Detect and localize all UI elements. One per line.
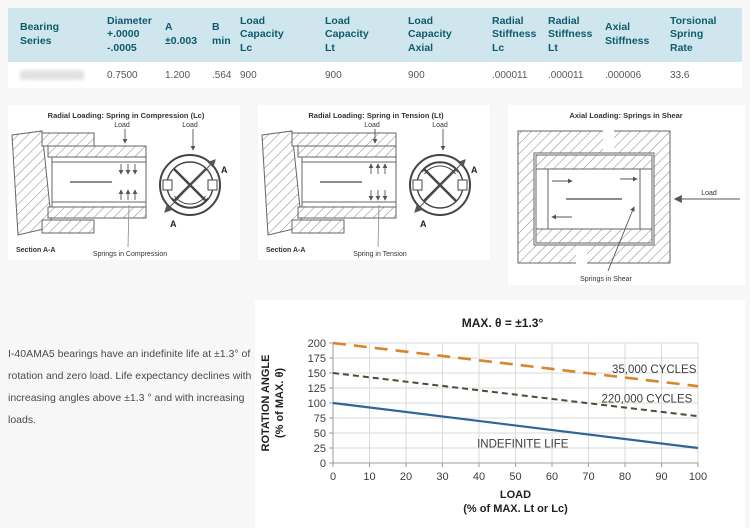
y-tick-label: 25 <box>314 443 326 455</box>
x-tick-label: 40 <box>473 471 485 483</box>
table-header-cell: Bearing Series <box>8 8 95 62</box>
y-tick-label: 100 <box>308 398 326 410</box>
x-tick-label: 30 <box>436 471 448 483</box>
x-axis-label: LOAD <box>500 489 531 501</box>
caption-leader <box>607 206 635 272</box>
section-label: Section A-A <box>266 247 305 254</box>
section-marker-a: A <box>420 219 427 229</box>
diagram-title: Radial Loading: Spring in Compression (L… <box>48 111 205 120</box>
diagram-shear: Axial Loading: Springs in Shear <box>508 105 745 285</box>
x-axis-sublabel: (% of MAX. Lt or Lc) <box>463 503 568 515</box>
y-axis-label: ROTATION ANGLE <box>260 355 272 452</box>
table-header-cell: Load Capacity Lc <box>228 8 313 62</box>
caption-leader <box>127 204 130 248</box>
table-header-cell: Load Capacity Lt <box>313 8 396 62</box>
table-cell: 1.200 <box>153 62 200 88</box>
series-label: 220,000 CYCLES <box>602 393 693 405</box>
x-tick-label: 20 <box>400 471 412 483</box>
cross-section-view <box>261 130 397 236</box>
x-tick-label: 80 <box>619 471 631 483</box>
series-line <box>332 372 699 418</box>
table-header-cell: Torsional Spring Rate <box>658 8 742 62</box>
spec-table: Bearing Series Diameter +.0000 -.0005 A … <box>8 8 742 88</box>
bearing-series-value-redacted <box>20 70 84 80</box>
table-header-cell: A ±0.003 <box>153 8 200 62</box>
series-label: 35,000 CYCLES <box>612 364 697 376</box>
x-tick-label: 0 <box>330 471 336 483</box>
load-label: Load <box>114 122 130 129</box>
cross-section-view <box>11 130 147 236</box>
y-tick-label: 0 <box>320 458 326 470</box>
table-header-cell: Load Capacity Axial <box>396 8 480 62</box>
load-annotation-right: Load <box>432 122 448 151</box>
table-header-cell: Diameter +.0000 -.0005 <box>95 8 153 62</box>
y-tick-label: 175 <box>308 353 326 365</box>
diagram-compression: Radial Loading: Spring in Compression (L… <box>8 105 240 260</box>
rotation-angle-vs-load-chart: 0 25 50 75 100 125 150 175 200 0 10 20 30 40 50 60 70 80 9… <box>260 316 707 515</box>
load-annotation-left: Load <box>364 122 380 144</box>
y-axis-sublabel: (% of MAX. θ) <box>274 368 286 438</box>
table-cell: 0.7500 <box>95 62 153 88</box>
diagram-title: Radial Loading: Spring in Tension (Lt) <box>308 111 444 120</box>
table-cell: 900 <box>313 62 396 88</box>
chart-card: 0 25 50 75 100 125 150 175 200 0 10 20 30 40 50 60 70 80 9… <box>255 300 745 528</box>
y-tick-label: 50 <box>314 428 326 440</box>
table-cell: 900 <box>396 62 480 88</box>
x-tick-label: 60 <box>546 471 558 483</box>
series-line <box>332 341 699 388</box>
section-marker-a: A <box>221 165 228 175</box>
x-tick-label: 10 <box>363 471 375 483</box>
tension-spring-arrows <box>368 163 388 201</box>
y-tick-label: 125 <box>308 383 326 395</box>
table-cell: .000006 <box>593 62 658 88</box>
table-header-cell: Radial Stiffness Lt <box>536 8 593 62</box>
x-tick-label: 90 <box>655 471 667 483</box>
table-cell: .000011 <box>536 62 593 88</box>
y-tick-label: 150 <box>308 368 326 380</box>
caption: Spring in Tension <box>353 251 407 258</box>
table-cell: 900 <box>228 62 313 88</box>
section-marker-a: A <box>170 219 177 229</box>
table-cell: 33.6 <box>658 62 742 88</box>
x-tick-label: 50 <box>509 471 521 483</box>
y-tick-label: 200 <box>308 338 326 350</box>
load-label: Load <box>432 122 448 129</box>
compression-spring-arrows <box>118 164 138 200</box>
y-tick-label: 75 <box>314 413 326 425</box>
table-header-cell: Axial Stiffness <box>593 8 658 62</box>
load-annotation-left: Load <box>114 122 130 144</box>
diagram-tension: Radial Loading: Spring in Tension (Lt) <box>258 105 490 260</box>
load-annotation-right: Load <box>182 122 198 151</box>
caption: Springs in Compression <box>93 251 167 258</box>
table-header-cell: B min <box>200 8 231 62</box>
table-cell: .000011 <box>480 62 536 88</box>
cross-section-view <box>517 130 671 264</box>
series-label: INDEFINITE LIFE <box>477 438 569 450</box>
table-header-row: Bearing Series Diameter +.0000 -.0005 A … <box>8 8 742 62</box>
load-label: Load <box>701 190 717 197</box>
section-line: A A <box>164 159 228 229</box>
load-label: Load <box>182 122 198 129</box>
caption-leader <box>377 204 380 248</box>
table-cell: .564 <box>200 62 231 88</box>
x-tick-label: 70 <box>582 471 594 483</box>
x-tick-label: 100 <box>689 471 707 483</box>
section-label: Section A-A <box>16 247 55 254</box>
table-row: 0.7500 1.200 .564 900 900 900 .000011 .0… <box>8 62 742 88</box>
section-marker-a: A <box>471 165 478 175</box>
load-annotation: Load <box>673 190 740 203</box>
diagram-row: Radial Loading: Spring in Compression (L… <box>8 105 745 285</box>
diagram-title: Axial Loading: Springs in Shear <box>569 111 682 120</box>
table-cell-bearing-series <box>8 62 95 88</box>
shear-arrows <box>551 176 638 220</box>
load-label: Load <box>364 122 380 129</box>
series-line <box>332 401 699 450</box>
caption: Springs in Shear <box>580 276 632 283</box>
chart-title: MAX. θ = ±1.3° <box>462 316 544 330</box>
table-header-cell: Radial Stiffness Lc <box>480 8 536 62</box>
section-line: A A <box>414 159 478 229</box>
life-expectancy-note: I-40AMA5 bearings have an indefinite lif… <box>8 347 252 426</box>
